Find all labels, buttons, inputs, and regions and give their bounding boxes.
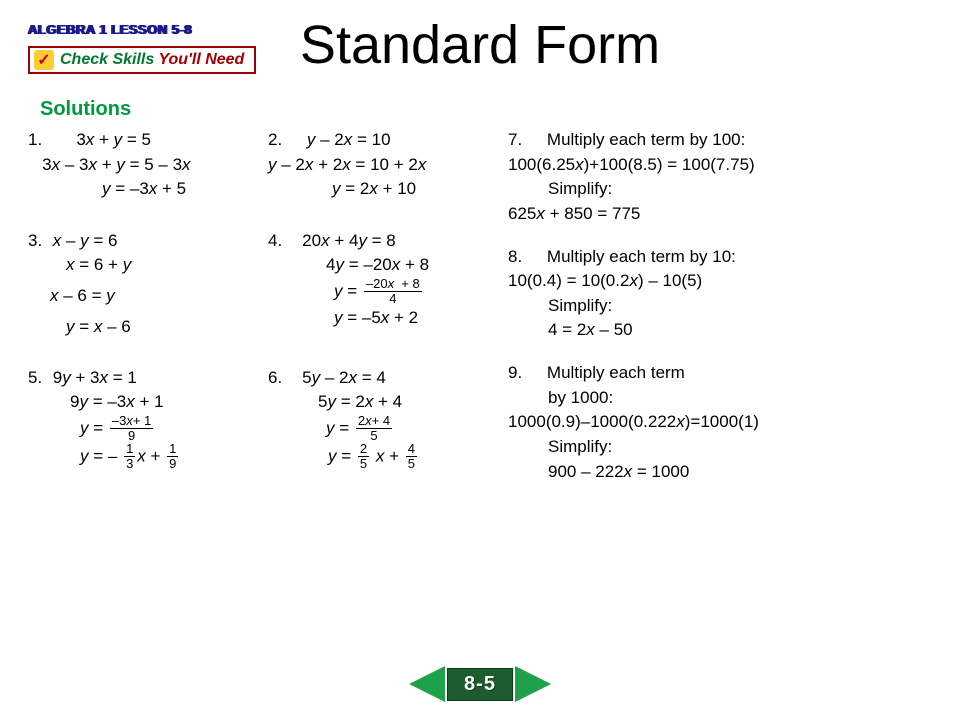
prev-arrow-icon[interactable]	[409, 666, 445, 702]
problem-7: 7. Multiply each term by 100: 100(6.25x)…	[508, 128, 828, 227]
p4-num: 4.	[268, 229, 288, 254]
p6-num: 6.	[268, 366, 288, 391]
p7-num: 7.	[508, 128, 528, 153]
p6-f1b: 5	[358, 457, 369, 471]
problem-4: 4. 20x + 4y = 8 4y = –20x + 8 y = –20x +…	[268, 229, 488, 352]
check-skills-badge: ✓ Check Skills You'll Need	[28, 46, 256, 74]
problem-8: 8. Multiply each term by 10: 10(0.4) = 1…	[508, 245, 828, 344]
p9-l3: Simplify:	[508, 435, 828, 460]
problem-5: 5. 9y + 3x = 1 9y = –3x + 1 y = –3x+ 19 …	[28, 366, 248, 485]
check-icon: ✓	[34, 50, 54, 70]
p8-num: 8.	[508, 245, 528, 270]
page-title: Standard Form	[300, 14, 660, 76]
p3-num: 3.	[28, 229, 48, 254]
page-number-badge: 8-5	[447, 668, 513, 701]
p7-l3: Simplify:	[508, 177, 828, 202]
p7-l1: Multiply each term by 100:	[547, 130, 745, 149]
next-arrow-icon[interactable]	[515, 666, 551, 702]
problem-9: 9. Multiply each term by 1000: 1000(0.9)…	[508, 361, 828, 484]
p5-num: 5.	[28, 366, 48, 391]
p9-num: 9.	[508, 361, 528, 386]
solutions-grid: 1. 3x + y = 5 3x – 3x + y = 5 – 3x y = –…	[28, 128, 938, 484]
p1-num: 1.	[28, 128, 48, 153]
footer-nav: 8-5	[409, 666, 551, 702]
p5-f1t: 1	[124, 442, 135, 457]
p6-f2t: 4	[406, 442, 417, 457]
p8-l3: Simplify:	[508, 294, 828, 319]
p4-frac-bot: 4	[364, 292, 422, 306]
p5-frac-bot: 9	[110, 429, 153, 443]
problem-6: 6. 5y – 2x = 4 5y = 2x + 4 y = 2x+ 45 y …	[268, 366, 488, 485]
check-label-a: Check Skills	[60, 51, 158, 68]
right-column: 7. Multiply each term by 100: 100(6.25x)…	[508, 128, 828, 484]
problem-3: 3. x – y = 6 x = 6 + y x – 6 = y y = x –…	[28, 229, 248, 352]
p9-l1: Multiply each term	[547, 363, 685, 382]
lesson-tag: ALGEBRA 1 LESSON 5-8	[28, 22, 192, 37]
p8-l1: Multiply each term by 10:	[547, 247, 736, 266]
solutions-heading: Solutions	[40, 98, 131, 121]
check-label-b: You'll Need	[158, 51, 244, 68]
p6-f1t: 2	[358, 442, 369, 457]
p9-l1b: by 1000:	[508, 386, 828, 411]
p6-f2b: 5	[406, 457, 417, 471]
p6-frac-bot: 5	[356, 429, 392, 443]
p2-num: 2.	[268, 128, 288, 153]
problem-1: 1. 3x + y = 5 3x – 3x + y = 5 – 3x y = –…	[28, 128, 248, 215]
p5-f1b: 3	[124, 457, 135, 471]
p5-f2b: 9	[167, 457, 178, 471]
p5-f2t: 1	[167, 442, 178, 457]
problem-2: 2. y – 2x = 10 y – 2x + 2x = 10 + 2x y =…	[268, 128, 488, 215]
